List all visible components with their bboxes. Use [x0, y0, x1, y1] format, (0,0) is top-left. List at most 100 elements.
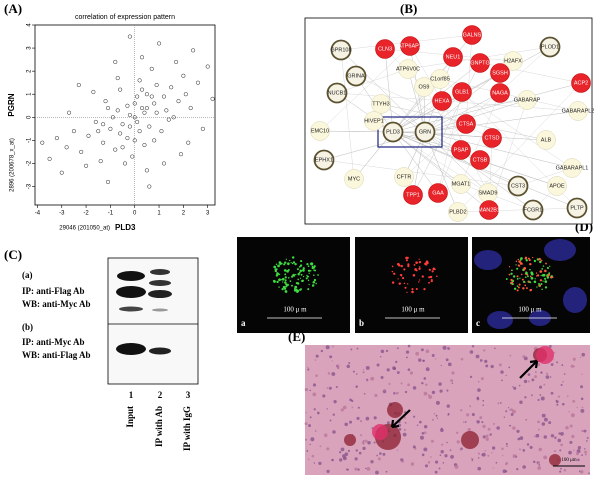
granule	[291, 284, 293, 287]
cell	[454, 464, 459, 469]
node	[536, 130, 556, 150]
cell	[572, 357, 576, 361]
point	[101, 140, 106, 145]
node-label: GLB1	[455, 89, 469, 95]
granule	[516, 275, 519, 278]
granule	[511, 281, 514, 284]
cell	[534, 375, 538, 379]
granule	[276, 280, 279, 284]
point	[113, 59, 118, 64]
scale-label: 100 μ m	[518, 306, 542, 314]
node	[451, 140, 471, 160]
cell	[329, 355, 333, 359]
lane-number: 1	[129, 390, 134, 400]
granule	[277, 264, 280, 268]
cell	[482, 399, 485, 402]
cell	[311, 454, 315, 458]
cell	[525, 418, 527, 421]
lane-label: IP with IgG	[182, 406, 192, 451]
point	[105, 179, 111, 184]
point	[93, 119, 98, 124]
cell	[583, 429, 587, 433]
band	[117, 271, 145, 281]
cell	[331, 458, 334, 461]
granule	[536, 275, 538, 277]
point	[183, 92, 188, 97]
cell	[358, 451, 362, 455]
cell	[550, 391, 554, 395]
cell	[413, 415, 416, 418]
node	[490, 63, 510, 83]
granule	[425, 260, 429, 263]
node	[414, 121, 436, 143]
cell	[313, 408, 316, 411]
cell	[313, 462, 316, 464]
nucleus	[544, 239, 576, 261]
granule	[533, 280, 537, 284]
edge	[424, 131, 573, 169]
cell	[494, 347, 496, 350]
point	[147, 184, 152, 189]
cell	[362, 371, 365, 374]
cell	[471, 345, 475, 348]
cell	[398, 427, 402, 431]
cell	[510, 413, 514, 416]
granule	[528, 258, 531, 262]
cell	[449, 449, 452, 452]
cell	[423, 431, 427, 434]
granule	[278, 278, 281, 282]
cell	[469, 350, 474, 354]
cell	[541, 413, 546, 418]
cell	[418, 420, 422, 424]
lane-labels: 1 Input 2 IP with Ab 3 IP with IgG	[125, 390, 192, 451]
band	[116, 343, 146, 355]
cell	[451, 382, 454, 384]
cell	[586, 436, 589, 439]
granule	[294, 285, 298, 289]
cell	[555, 399, 558, 402]
micro-sublabel: a	[241, 318, 246, 328]
cell	[393, 392, 396, 395]
point	[159, 129, 164, 134]
edge	[384, 48, 394, 133]
panel-label: (A)	[4, 1, 22, 16]
node-label: PLOD1	[541, 44, 559, 50]
point	[139, 106, 145, 111]
scale-label: 100 μ m	[283, 306, 307, 314]
granule	[418, 258, 420, 260]
granule	[275, 274, 279, 277]
granule	[312, 280, 316, 284]
cell	[356, 347, 359, 350]
granule	[307, 265, 310, 268]
cell	[401, 459, 405, 463]
cell	[537, 398, 540, 402]
cell	[451, 371, 455, 375]
node-label: CLN3	[378, 46, 392, 52]
granule	[307, 288, 310, 291]
micro-image	[355, 237, 468, 333]
node-label: TTYH3	[372, 101, 389, 107]
cell	[403, 416, 407, 419]
granule	[513, 287, 517, 290]
plaque	[461, 431, 479, 449]
granule	[278, 286, 280, 288]
plaque	[536, 346, 554, 364]
cell	[537, 428, 540, 431]
granule	[413, 263, 416, 266]
cell	[568, 411, 570, 413]
band	[149, 280, 171, 286]
cell	[447, 412, 450, 416]
point	[54, 136, 59, 141]
granule	[536, 258, 539, 261]
plaque	[549, 454, 561, 466]
granule	[529, 268, 531, 271]
granule	[512, 283, 514, 286]
cell	[438, 382, 442, 386]
cell	[550, 434, 555, 438]
cell	[483, 349, 486, 352]
cell	[450, 379, 454, 383]
granule	[517, 258, 520, 261]
cell	[536, 460, 541, 465]
cell	[522, 449, 526, 452]
